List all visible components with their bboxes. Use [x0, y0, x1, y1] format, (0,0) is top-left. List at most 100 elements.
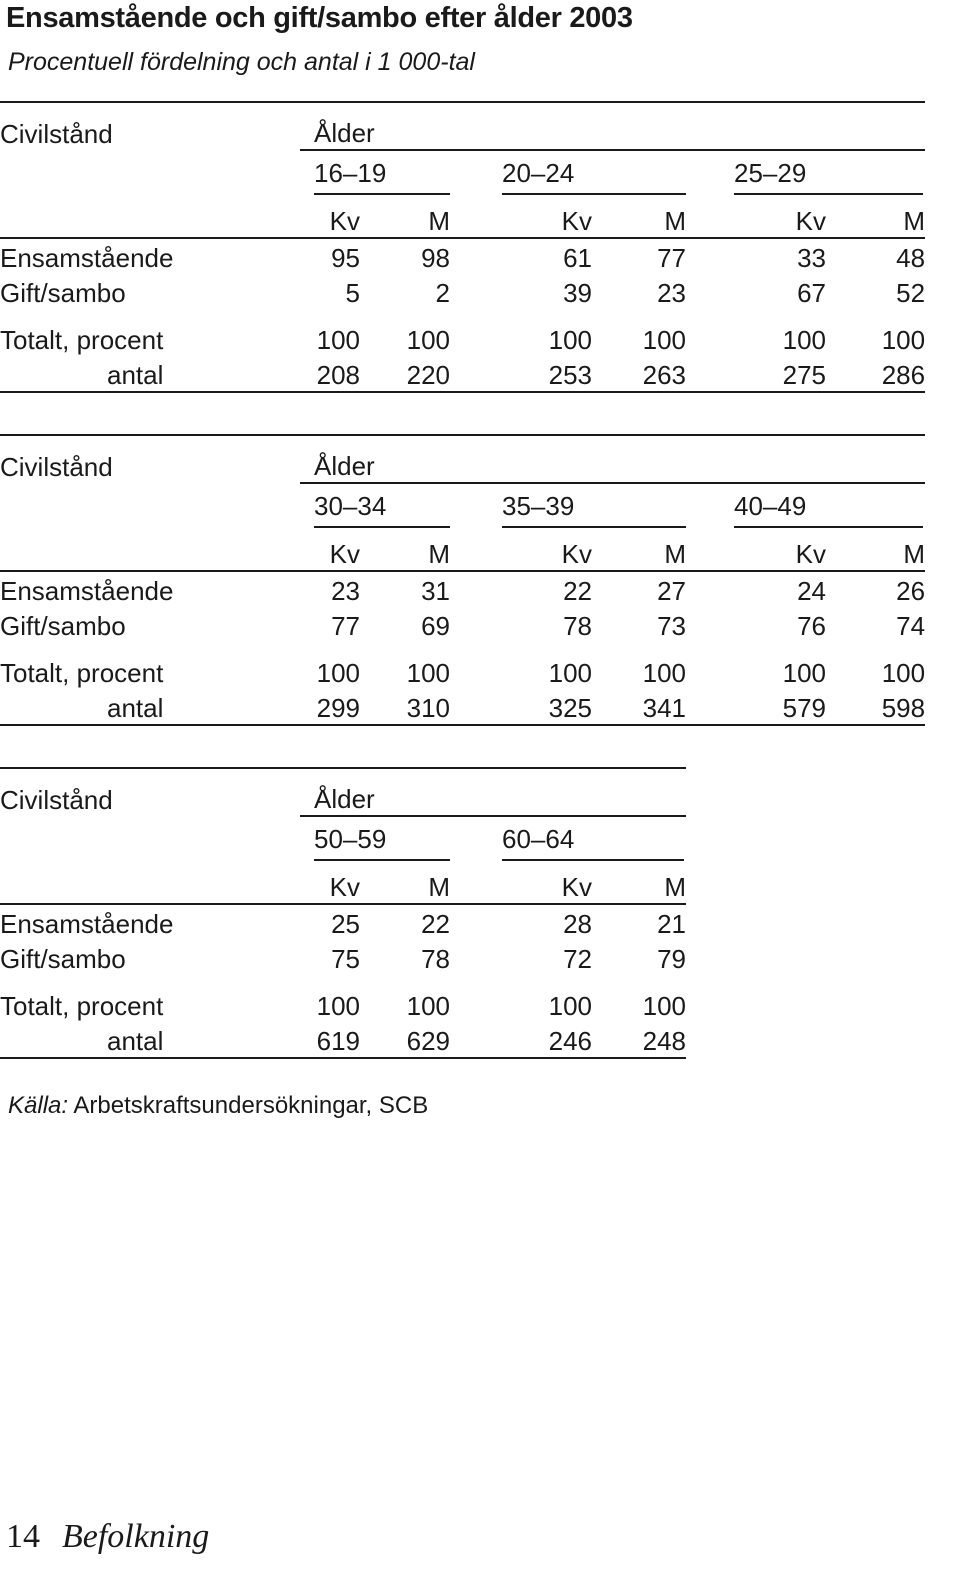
m-value: 21 — [657, 909, 687, 939]
page-footer: 14 Befolkning — [6, 1518, 209, 1556]
kv-value: 23 — [331, 576, 360, 606]
m-value: 77 — [657, 243, 686, 273]
source-note: Källa: Arbetskraftsundersökningar, SCB — [8, 1092, 428, 1120]
m-value: 69 — [421, 611, 450, 641]
kv-value: 5 — [345, 278, 360, 308]
m-value: 74 — [896, 611, 926, 641]
m-header: M — [360, 528, 450, 572]
row-antal-label: antal — [0, 1022, 300, 1059]
table: Civilstånd Ålder 16–19 20–24 25–29 Kv M Kv M Kv M E… — [0, 101, 926, 393]
empty-cell — [0, 195, 300, 239]
m-value: 27 — [657, 576, 686, 606]
kv-value: 25 — [331, 909, 360, 939]
m-value: 100 — [881, 658, 926, 688]
row-gift-sambo-label: Gift/sambo — [0, 278, 126, 308]
row-antal: antal 619 629 246 248 — [0, 1022, 687, 1059]
table: Civilstånd Ålder 50–59 60–64 Kv M Kv M Ensamståe… — [0, 767, 687, 1059]
kv-value: 78 — [563, 611, 592, 641]
civilstand-label: Civilstånd — [0, 101, 300, 150]
age-range-underline — [502, 859, 685, 861]
alder-label: Ålder — [300, 101, 926, 151]
m-value: 48 — [896, 243, 926, 273]
header-row-age-ranges: 30–34 35–39 40–49 — [0, 483, 925, 528]
kv-header: Kv — [450, 528, 592, 572]
m-header: M — [592, 528, 686, 572]
table-title: Ensamstående och gift/sambo efter ålder … — [6, 2, 633, 34]
row-ensamstaende: Ensamstående 23 31 22 27 24 26 — [0, 571, 925, 607]
m-value: 100 — [642, 991, 687, 1021]
m-value: 79 — [657, 944, 687, 974]
row-totalt-procent-label: Totalt, procent — [0, 658, 164, 688]
table-block-2: Civilstånd Ålder 30–34 35–39 40–49 Kv M Kv M Kv M E… — [0, 434, 926, 726]
kv-value: 100 — [316, 658, 360, 688]
row-antal-label: antal — [0, 689, 300, 726]
kv-header: Kv — [300, 861, 360, 905]
age-range-underline — [502, 193, 686, 195]
source-prefix: Källa: — [8, 1092, 69, 1119]
row-ensamstaende-label: Ensamstående — [0, 576, 174, 606]
age-range-0: 50–59 — [300, 816, 450, 861]
row-ensamstaende-label: Ensamstående — [0, 243, 174, 273]
row-spacer — [0, 642, 925, 654]
m-value: 220 — [360, 356, 450, 393]
age-range-underline — [502, 526, 686, 528]
kv-header: Kv — [450, 195, 592, 239]
age-range-text: 60–64 — [502, 824, 575, 854]
kv-value: 22 — [563, 576, 592, 606]
row-totalt-procent-label: Totalt, procent — [0, 991, 164, 1021]
m-header: M — [826, 528, 926, 572]
age-range-1: 60–64 — [450, 816, 686, 861]
kv-value: 275 — [686, 356, 826, 393]
table-block-1: Civilstånd Ålder 16–19 20–24 25–29 Kv M Kv M Kv M E… — [0, 101, 926, 393]
m-value: 22 — [421, 909, 450, 939]
m-value: 52 — [896, 278, 926, 308]
m-value: 310 — [360, 689, 450, 726]
row-totalt-procent-label: Totalt, procent — [0, 325, 164, 355]
spacer-cell — [0, 975, 686, 987]
kv-value: 28 — [563, 909, 592, 939]
header-row-kv-m: Kv M Kv M — [0, 861, 687, 905]
table-block-3: Civilstånd Ålder 50–59 60–64 Kv M Kv M Ensamståe… — [0, 767, 687, 1059]
m-value: 286 — [826, 356, 926, 393]
kv-value: 100 — [548, 658, 592, 688]
header-row-age-ranges: 50–59 60–64 — [0, 816, 686, 861]
alder-label: Ålder — [300, 434, 926, 484]
row-spacer — [0, 309, 925, 321]
kv-value: 325 — [450, 689, 592, 726]
row-antal-label: antal — [0, 356, 300, 393]
m-value: 31 — [421, 576, 450, 606]
empty-cell — [0, 528, 300, 572]
page-number: 14 — [6, 1518, 40, 1555]
kv-value: 253 — [450, 356, 592, 393]
m-value: 341 — [592, 689, 686, 726]
kv-value: 100 — [316, 991, 360, 1021]
kv-value: 208 — [300, 356, 360, 393]
row-ensamstaende: Ensamstående 25 22 28 21 — [0, 904, 686, 940]
m-value: 598 — [826, 689, 926, 726]
kv-header: Kv — [686, 528, 826, 572]
age-range-0: 16–19 — [300, 150, 450, 195]
age-range-1: 20–24 — [450, 150, 686, 195]
m-value: 78 — [421, 944, 450, 974]
header-row-kv-m: Kv M Kv M Kv M — [0, 195, 926, 239]
row-ensamstaende-label: Ensamstående — [0, 909, 174, 939]
m-value: 100 — [406, 658, 450, 688]
m-value: 26 — [896, 576, 926, 606]
row-spacer — [0, 975, 686, 987]
kv-value: 39 — [563, 278, 592, 308]
m-header: M — [826, 195, 926, 239]
kv-value: 100 — [782, 325, 826, 355]
empty-cell — [0, 816, 300, 861]
kv-value: 61 — [563, 243, 592, 273]
running-head: Befolkning — [62, 1518, 210, 1555]
header-row-kv-m: Kv M Kv M Kv M — [0, 528, 926, 572]
m-header: M — [360, 861, 450, 905]
kv-value: 72 — [563, 944, 592, 974]
kv-value: 100 — [548, 991, 592, 1021]
spacer-cell — [0, 642, 925, 654]
row-gift-sambo-label: Gift/sambo — [0, 611, 126, 641]
row-totalt-procent: Totalt, procent 100 100 100 100 — [0, 987, 686, 1022]
m-value: 248 — [592, 1022, 687, 1059]
m-value: 2 — [435, 278, 450, 308]
